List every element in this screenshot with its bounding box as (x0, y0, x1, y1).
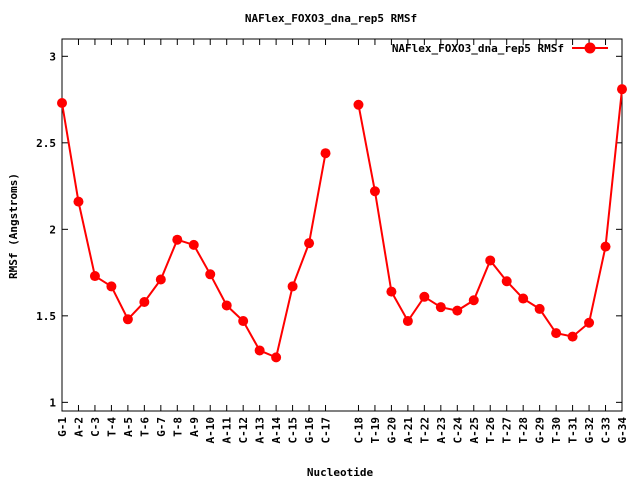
x-tick-label: T-31 (567, 417, 580, 444)
data-point (584, 317, 595, 328)
data-point (205, 269, 216, 280)
x-tick-label: A-14 (270, 417, 283, 444)
data-point (73, 196, 84, 207)
data-point (551, 328, 562, 339)
x-tick-label: A-23 (435, 417, 448, 444)
x-tick-label: T-6 (138, 417, 151, 437)
data-point (468, 295, 479, 306)
x-tick-label: T-19 (369, 417, 382, 444)
x-tick-label: A-10 (204, 417, 217, 444)
y-axis: 1 1.5 2 2.5 3 (36, 50, 622, 409)
data-point (386, 286, 397, 297)
x-tick-label: A-11 (221, 417, 234, 444)
series-lines (61, 89, 623, 359)
data-point (254, 345, 265, 356)
data-point (567, 331, 578, 342)
data-point (139, 296, 150, 307)
x-tick-label: C-33 (600, 417, 613, 444)
data-point (172, 234, 183, 245)
data-point (402, 316, 413, 327)
x-tick-label: T-28 (517, 417, 530, 444)
data-point (534, 303, 545, 314)
x-tick-label: G-16 (303, 417, 316, 444)
x-tick-label: A-21 (402, 417, 415, 444)
data-point (435, 302, 446, 313)
data-point (188, 239, 199, 250)
data-point (501, 276, 512, 287)
x-tick-label: C-12 (237, 417, 250, 444)
x-axis-label: Nucleotide (307, 466, 374, 479)
x-tick-label: C-17 (320, 417, 333, 444)
y-tick-label: 2 (49, 223, 56, 236)
y-tick-label: 3 (49, 50, 56, 63)
x-tick-label: A-5 (122, 417, 135, 437)
x-tick-label: G-32 (583, 417, 596, 444)
x-tick-label: T-8 (171, 417, 184, 437)
data-point (122, 314, 133, 325)
x-tick-label: T-4 (105, 417, 118, 437)
x-tick-label: A-13 (254, 417, 267, 444)
x-tick-label: T-30 (550, 417, 563, 444)
x-tick-label: G-1 (56, 417, 69, 437)
data-point (452, 305, 463, 316)
data-point (518, 293, 529, 304)
series-points (57, 84, 627, 363)
y-axis-label: RMSf (Angstroms) (7, 173, 20, 279)
data-point (369, 186, 380, 197)
data-point (287, 281, 298, 292)
data-point (155, 274, 166, 285)
x-tick-label: G-29 (534, 417, 547, 444)
x-tick-label: T-27 (501, 417, 514, 444)
y-tick-label: 2.5 (36, 137, 56, 150)
x-tick-label: G-7 (155, 417, 168, 437)
x-tick-label: C-24 (451, 417, 464, 444)
series-line-segment (357, 89, 623, 338)
legend-label: NAFlex_FOXO3_dna_rep5 RMSf (392, 42, 564, 55)
plot-frame (61, 38, 623, 412)
data-point (57, 98, 67, 109)
data-point (89, 271, 100, 282)
x-tick-label: G-34 (616, 417, 629, 444)
x-tick-label: C-18 (352, 417, 365, 444)
data-point (106, 281, 117, 292)
data-point (419, 291, 430, 302)
x-tick-label: A-9 (188, 417, 201, 437)
x-tick-label: C-15 (287, 417, 300, 444)
x-tick-label: T-26 (484, 417, 497, 444)
y-tick-label: 1.5 (36, 310, 56, 323)
data-point (600, 241, 611, 252)
data-point (304, 238, 315, 249)
data-point (617, 84, 627, 95)
y-tick-label: 1 (49, 396, 56, 409)
x-tick-label: G-20 (385, 417, 398, 444)
legend: NAFlex_FOXO3_dna_rep5 RMSf (392, 42, 608, 55)
data-point (353, 99, 364, 110)
data-point (320, 148, 331, 159)
x-tick-label: T-22 (418, 417, 431, 444)
data-point (238, 316, 249, 327)
legend-marker (584, 42, 596, 54)
data-point (221, 300, 232, 311)
series-line-segment (61, 102, 327, 359)
x-tick-label: A-25 (468, 417, 481, 444)
x-tick-label: C-3 (89, 417, 102, 437)
chart-title: NAFlex_FOXO3_dna_rep5 RMSf (245, 12, 417, 25)
x-axis: G-1 A-2 C-3 T-4 A-5 T-6 G-7 T-8 A-9 A-10 A-11 C-12 A… (56, 39, 629, 444)
x-tick-label: A-2 (72, 417, 85, 437)
data-point (485, 255, 496, 266)
data-point (271, 352, 282, 363)
